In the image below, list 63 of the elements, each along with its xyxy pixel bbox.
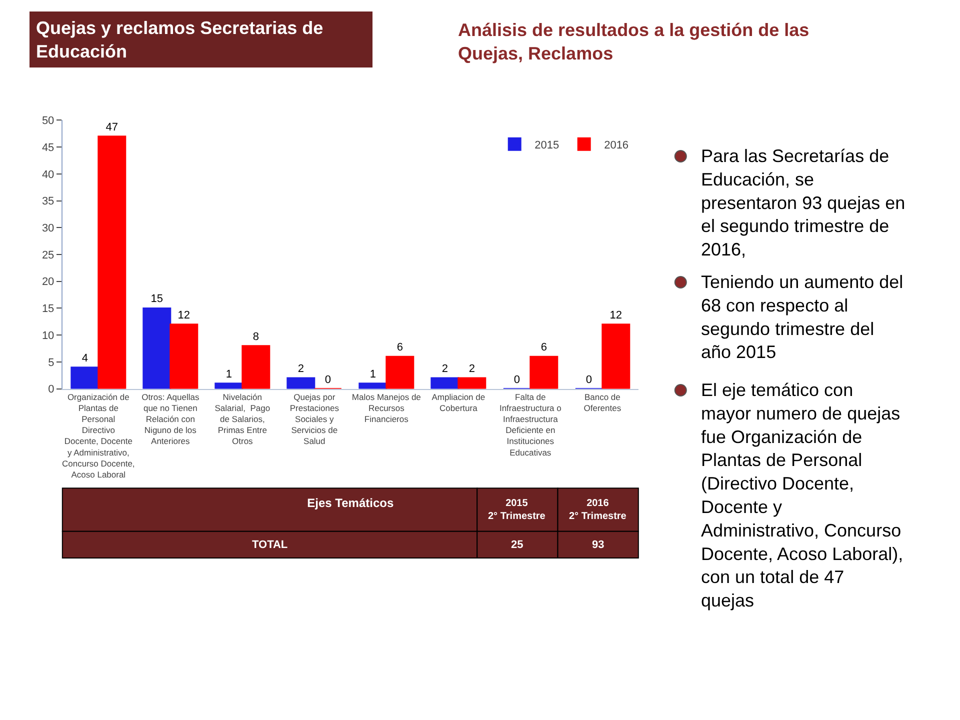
bar bbox=[242, 345, 270, 389]
legend-label: 2016 bbox=[604, 139, 629, 152]
chart-subtitle: Análisis de resultados a la gestión de las Quejas, Reclamos bbox=[458, 20, 810, 64]
text: Para las Secretarías de Educación, se presentaron 93 quejas en el segundo trimestre de 2016, bbox=[701, 146, 906, 260]
bar bbox=[430, 377, 460, 389]
y-tick-label: 45 bbox=[42, 142, 54, 154]
bar bbox=[602, 324, 630, 389]
x-tick-label: Organización de Plantas de Personal Directivo Docente, Docente y Administrativo, Concurso Docente, Acoso Laboral bbox=[62, 392, 135, 480]
bar bbox=[530, 356, 558, 389]
y-tick-label: 35 bbox=[42, 196, 54, 208]
text: Teniendo un aumento del 68 con respecto al segundo trimestre del año 2015 bbox=[701, 272, 904, 362]
data-label: 1 bbox=[226, 368, 232, 380]
data-label: 12 bbox=[610, 309, 622, 322]
bar bbox=[358, 382, 388, 389]
y-tick-label: 40 bbox=[42, 168, 54, 181]
text: 2° Trimestre bbox=[569, 511, 626, 522]
text: 93 bbox=[592, 539, 604, 551]
x-tick-label: Ampliacion de Cobertura bbox=[432, 392, 486, 414]
y-tick-label: 30 bbox=[42, 222, 54, 235]
data-label: 8 bbox=[252, 330, 259, 343]
x-tick-label: Malos Manejos de Recursos Financieros bbox=[352, 392, 422, 424]
data-label: 2 bbox=[442, 363, 448, 376]
data-label: 0 bbox=[514, 374, 520, 386]
text: El eje temático con mayor numero de quejas fue Organización de Plantas de Personal (Directivo Docente, Docente y Administrativo, Concurso Docente, Acoso Laboral), con un total de 47 quejas bbox=[701, 380, 904, 611]
y-tick-label: 50 bbox=[42, 115, 54, 128]
x-tick-label: Falta de Infraestructura o Infraestructura Deficiente en Instituciones Educativas bbox=[499, 392, 562, 458]
bar bbox=[98, 136, 126, 389]
data-label: 0 bbox=[586, 374, 592, 386]
data-label: 0 bbox=[324, 374, 331, 386]
text: 2016 bbox=[586, 498, 609, 509]
bar bbox=[142, 307, 172, 389]
bar bbox=[386, 356, 414, 389]
y-tick-label: 15 bbox=[42, 303, 54, 316]
data-label: 1 bbox=[370, 368, 376, 380]
data-label: 2 bbox=[468, 363, 475, 376]
bar bbox=[170, 324, 198, 389]
bar bbox=[458, 377, 486, 389]
x-axis-title: Ejes Temáticos bbox=[307, 496, 394, 510]
x-tick-label: Banco de Oferentes bbox=[584, 392, 622, 414]
y-tick-label: 5 bbox=[48, 356, 54, 369]
y-tick-label: 20 bbox=[42, 276, 54, 288]
data-label: 15 bbox=[150, 293, 164, 306]
text: 25 bbox=[511, 539, 524, 551]
y-tick-label: 10 bbox=[42, 330, 54, 342]
data-label: 4 bbox=[82, 352, 88, 364]
text: 2° Trimestre bbox=[488, 511, 546, 522]
x-tick-label: Otros: Aquellas que no Tienen Relación con Niguno de los Anteriores bbox=[142, 392, 200, 446]
data-label: 2 bbox=[298, 363, 304, 376]
data-label: 6 bbox=[396, 342, 403, 354]
text: 2015 bbox=[506, 498, 528, 509]
legend-label: 2015 bbox=[534, 139, 560, 152]
bar bbox=[286, 377, 316, 389]
y-tick-label: 25 bbox=[42, 249, 54, 262]
data-label: 12 bbox=[178, 309, 190, 322]
x-tick-label: Quejas por Prestaciones Sociales y Servicios de Salud bbox=[290, 392, 339, 446]
chart-title: Quejas y reclamos Secretarias de Educación bbox=[36, 18, 324, 62]
y-tick-label: 0 bbox=[48, 384, 54, 396]
text: TOTAL bbox=[252, 539, 288, 551]
bar bbox=[70, 366, 100, 389]
x-tick-label: Nivelación Salarial, Pago de Salarios, Primas Entre Otros bbox=[214, 392, 270, 446]
data-label: 47 bbox=[106, 121, 118, 134]
bar bbox=[214, 382, 244, 389]
data-label: 6 bbox=[540, 342, 547, 354]
